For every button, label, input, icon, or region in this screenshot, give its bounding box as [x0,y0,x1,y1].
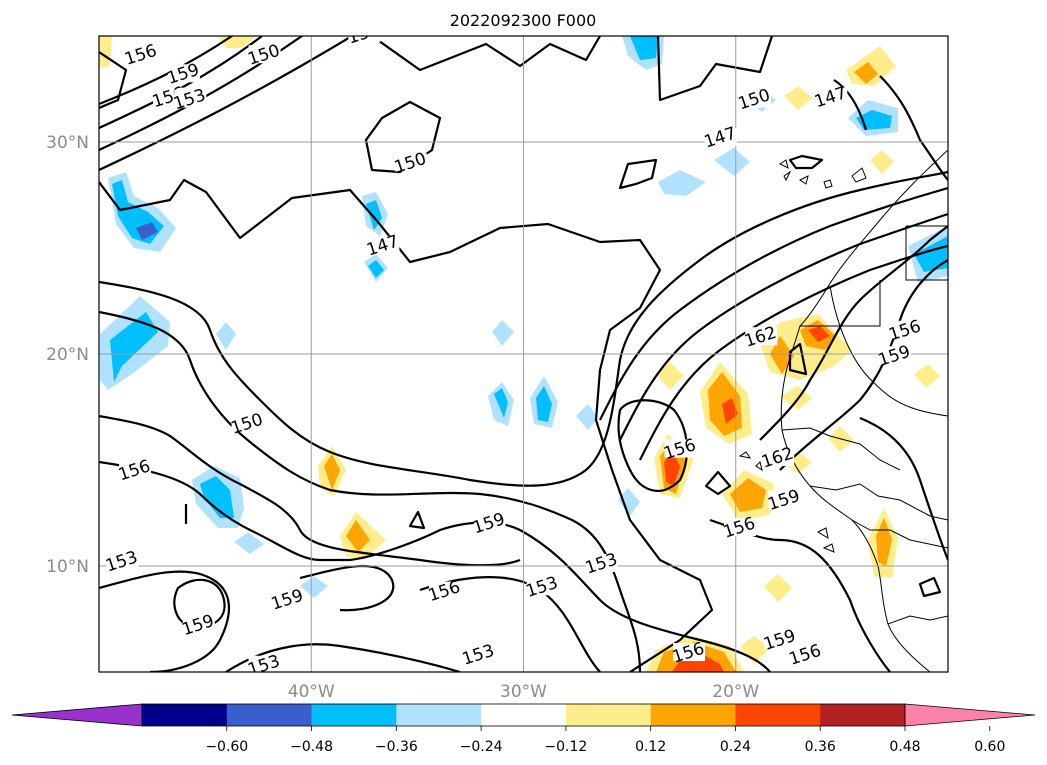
contour-label-bg [248,45,281,64]
colorbar-bin [735,704,821,726]
contour-label-bg [174,89,207,108]
colorbar-tick-label: −0.48 [290,739,333,755]
lat-tick-label: 30°N [46,133,89,153]
contour-label: 156 [661,435,698,464]
colorbar-tick-label: 0.36 [805,739,836,755]
colorbar-bin [226,704,313,726]
contour-label-bg [673,643,706,662]
colorbar-tick-label: −0.24 [460,739,503,755]
contour-label-bg [167,64,200,83]
colorbar-bin [565,704,652,726]
contour-label-bg [762,448,795,466]
contour-label: 153 [103,547,140,576]
contour-label-bg [119,460,152,479]
contour-label-bg [395,153,428,172]
colorbar-tick-label: 0.24 [720,739,751,755]
contour-label-bg [764,630,797,649]
contour-label-bg [348,36,381,42]
contour-label-bg [789,645,822,664]
lat-tick-label: 10°N [46,557,89,577]
contour-label-bg [723,517,756,536]
colorbar-tick-label: 0.60 [974,739,1005,755]
colorbar-tick-label: −0.12 [544,739,587,755]
lon-tick-label: 30°W [500,682,547,702]
lat-tick-label: 20°N [46,345,89,365]
colorbar: −0.60 −0.48 −0.36 −0.24 −0.12 0.12 0.24 0.36 0.4… [11,703,1036,755]
contour-label-bg [815,87,848,106]
contour-label-bg [586,554,619,572]
contour-label-bg [889,320,922,339]
longitude-tick-labels: 40°W 30°W 20°W [288,682,760,702]
contour-label-bg [526,577,559,596]
contour-label-bg [106,551,139,570]
contour-label-bg [664,439,697,458]
contour-label: 162 [742,323,779,352]
colorbar-bin [311,704,397,726]
contour-label-bg [768,490,801,509]
contour-label-bg [473,513,506,532]
contour-label-bg [462,645,495,664]
contour-label-bg [878,346,911,365]
contour-label: 156 [787,641,824,670]
contour-label-bg [231,414,264,433]
lon-tick-label: 40°W [288,682,335,702]
contour-label: 153 [245,651,282,672]
latitude-tick-labels: 30°N 20°N 10°N [46,133,89,577]
contour-label-bg [428,581,461,600]
lon-tick-label: 20°W [712,682,759,702]
colorbar-bin [396,704,482,726]
colorbar-frame [141,703,906,727]
colorbar-tick-label: −0.36 [375,739,418,755]
contour-label: 147 [702,123,739,152]
colorbar-tick-label: 0.48 [889,739,920,755]
contour-label-bg [704,127,737,146]
colorbar-bin [820,704,906,726]
contour-label-bg [367,236,400,254]
contour-label-bg [745,327,778,346]
contour-label-bg [248,655,281,672]
colorbar-extend-high [904,703,1036,727]
contour-label-bg [738,89,771,108]
colorbar-bin [142,704,228,726]
figure-title: 2022092300 F000 [450,11,597,30]
map-frame [98,35,949,673]
contour-label-bg [182,615,215,634]
colorbar-tick-label: 0.12 [635,739,666,755]
contour-label-bg [125,45,158,64]
colorbar-bin [481,704,567,726]
colorbar-bin [650,704,736,726]
colorbar-tick-label: −0.60 [205,739,248,755]
colorbar-extend-low [11,703,143,727]
contour-label: 159 [765,486,802,515]
contour-label-bg [271,590,304,609]
coastlines [738,149,948,672]
